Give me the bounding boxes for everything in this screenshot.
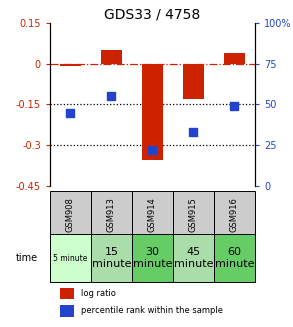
Text: 30
minute: 30 minute: [133, 247, 172, 269]
Bar: [91, 191, 132, 239]
Bar: [142, 64, 163, 160]
Text: GSM914: GSM914: [148, 198, 157, 232]
Bar: [183, 64, 204, 99]
Point: [191, 129, 196, 135]
Text: GSM916: GSM916: [230, 198, 239, 232]
Bar: [91, 234, 132, 282]
Bar: [50, 234, 91, 282]
Point: [68, 110, 73, 115]
Text: GSM913: GSM913: [107, 198, 116, 232]
Bar: [60, 64, 81, 66]
Text: log ratio: log ratio: [81, 289, 115, 298]
Text: GSM908: GSM908: [66, 198, 75, 232]
Text: 45
minute: 45 minute: [174, 247, 213, 269]
Bar: [132, 234, 173, 282]
Bar: [214, 191, 255, 239]
Point: [109, 94, 114, 99]
Text: time: time: [15, 253, 38, 263]
Point: [232, 104, 237, 109]
Text: 60
minute: 60 minute: [215, 247, 254, 269]
Bar: [224, 53, 245, 64]
Title: GDS33 / 4758: GDS33 / 4758: [104, 8, 200, 22]
Bar: [173, 234, 214, 282]
Bar: [132, 191, 173, 239]
Point: [150, 147, 155, 153]
Bar: [60, 288, 74, 299]
Bar: [60, 305, 74, 317]
Bar: [101, 50, 122, 64]
Text: 15
minute: 15 minute: [92, 247, 131, 269]
Bar: [214, 234, 255, 282]
Text: 5 minute: 5 minute: [53, 253, 88, 263]
Text: GSM915: GSM915: [189, 198, 198, 232]
Bar: [50, 191, 91, 239]
Bar: [173, 191, 214, 239]
Text: percentile rank within the sample: percentile rank within the sample: [81, 306, 223, 315]
